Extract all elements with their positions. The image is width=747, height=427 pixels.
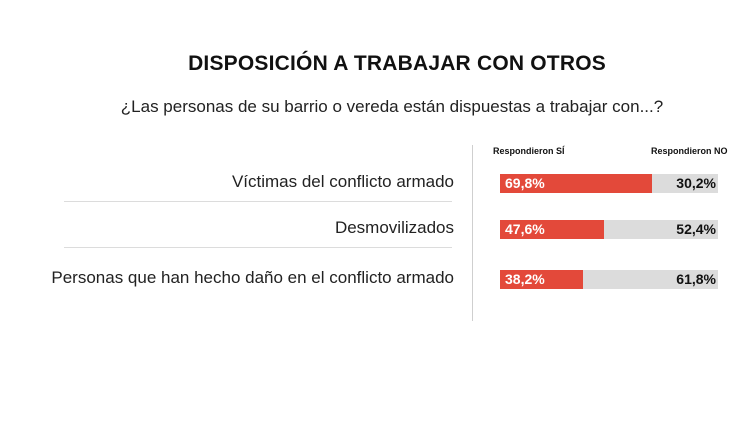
chart-title: DISPOSICIÓN A TRABAJAR CON OTROS bbox=[188, 52, 606, 75]
bar-yes bbox=[500, 270, 583, 289]
bar-yes bbox=[500, 174, 652, 193]
value-label-no: 61,8% bbox=[676, 271, 716, 287]
value-label-no: 52,4% bbox=[676, 221, 716, 237]
bar-no: 47,6% 52,4% bbox=[500, 220, 718, 239]
category-label: Desmovilizados bbox=[334, 218, 454, 237]
value-label-yes: 38,2% bbox=[505, 271, 545, 287]
legend-no-header: Respondieron NO bbox=[651, 146, 728, 156]
value-label-yes: 47,6% bbox=[505, 221, 545, 237]
chart-subtitle: ¿Las personas de su barrio o vereda está… bbox=[120, 97, 664, 116]
legend-yes-header: Respondieron SÍ bbox=[493, 146, 565, 156]
bar-yes bbox=[500, 220, 604, 239]
row-separator bbox=[64, 247, 452, 248]
bar-no: 38,2% 61,8% bbox=[500, 270, 718, 289]
category-label: Víctimas del conflicto armado bbox=[231, 172, 454, 191]
axis-divider bbox=[472, 145, 473, 321]
category-label: Personas que han hecho daño en el confli… bbox=[51, 268, 454, 287]
value-label-yes: 69,8% bbox=[505, 175, 545, 191]
bar-no: 69,8% 30,2% bbox=[500, 174, 718, 193]
row-separator bbox=[64, 201, 452, 202]
value-label-no: 30,2% bbox=[676, 175, 716, 191]
